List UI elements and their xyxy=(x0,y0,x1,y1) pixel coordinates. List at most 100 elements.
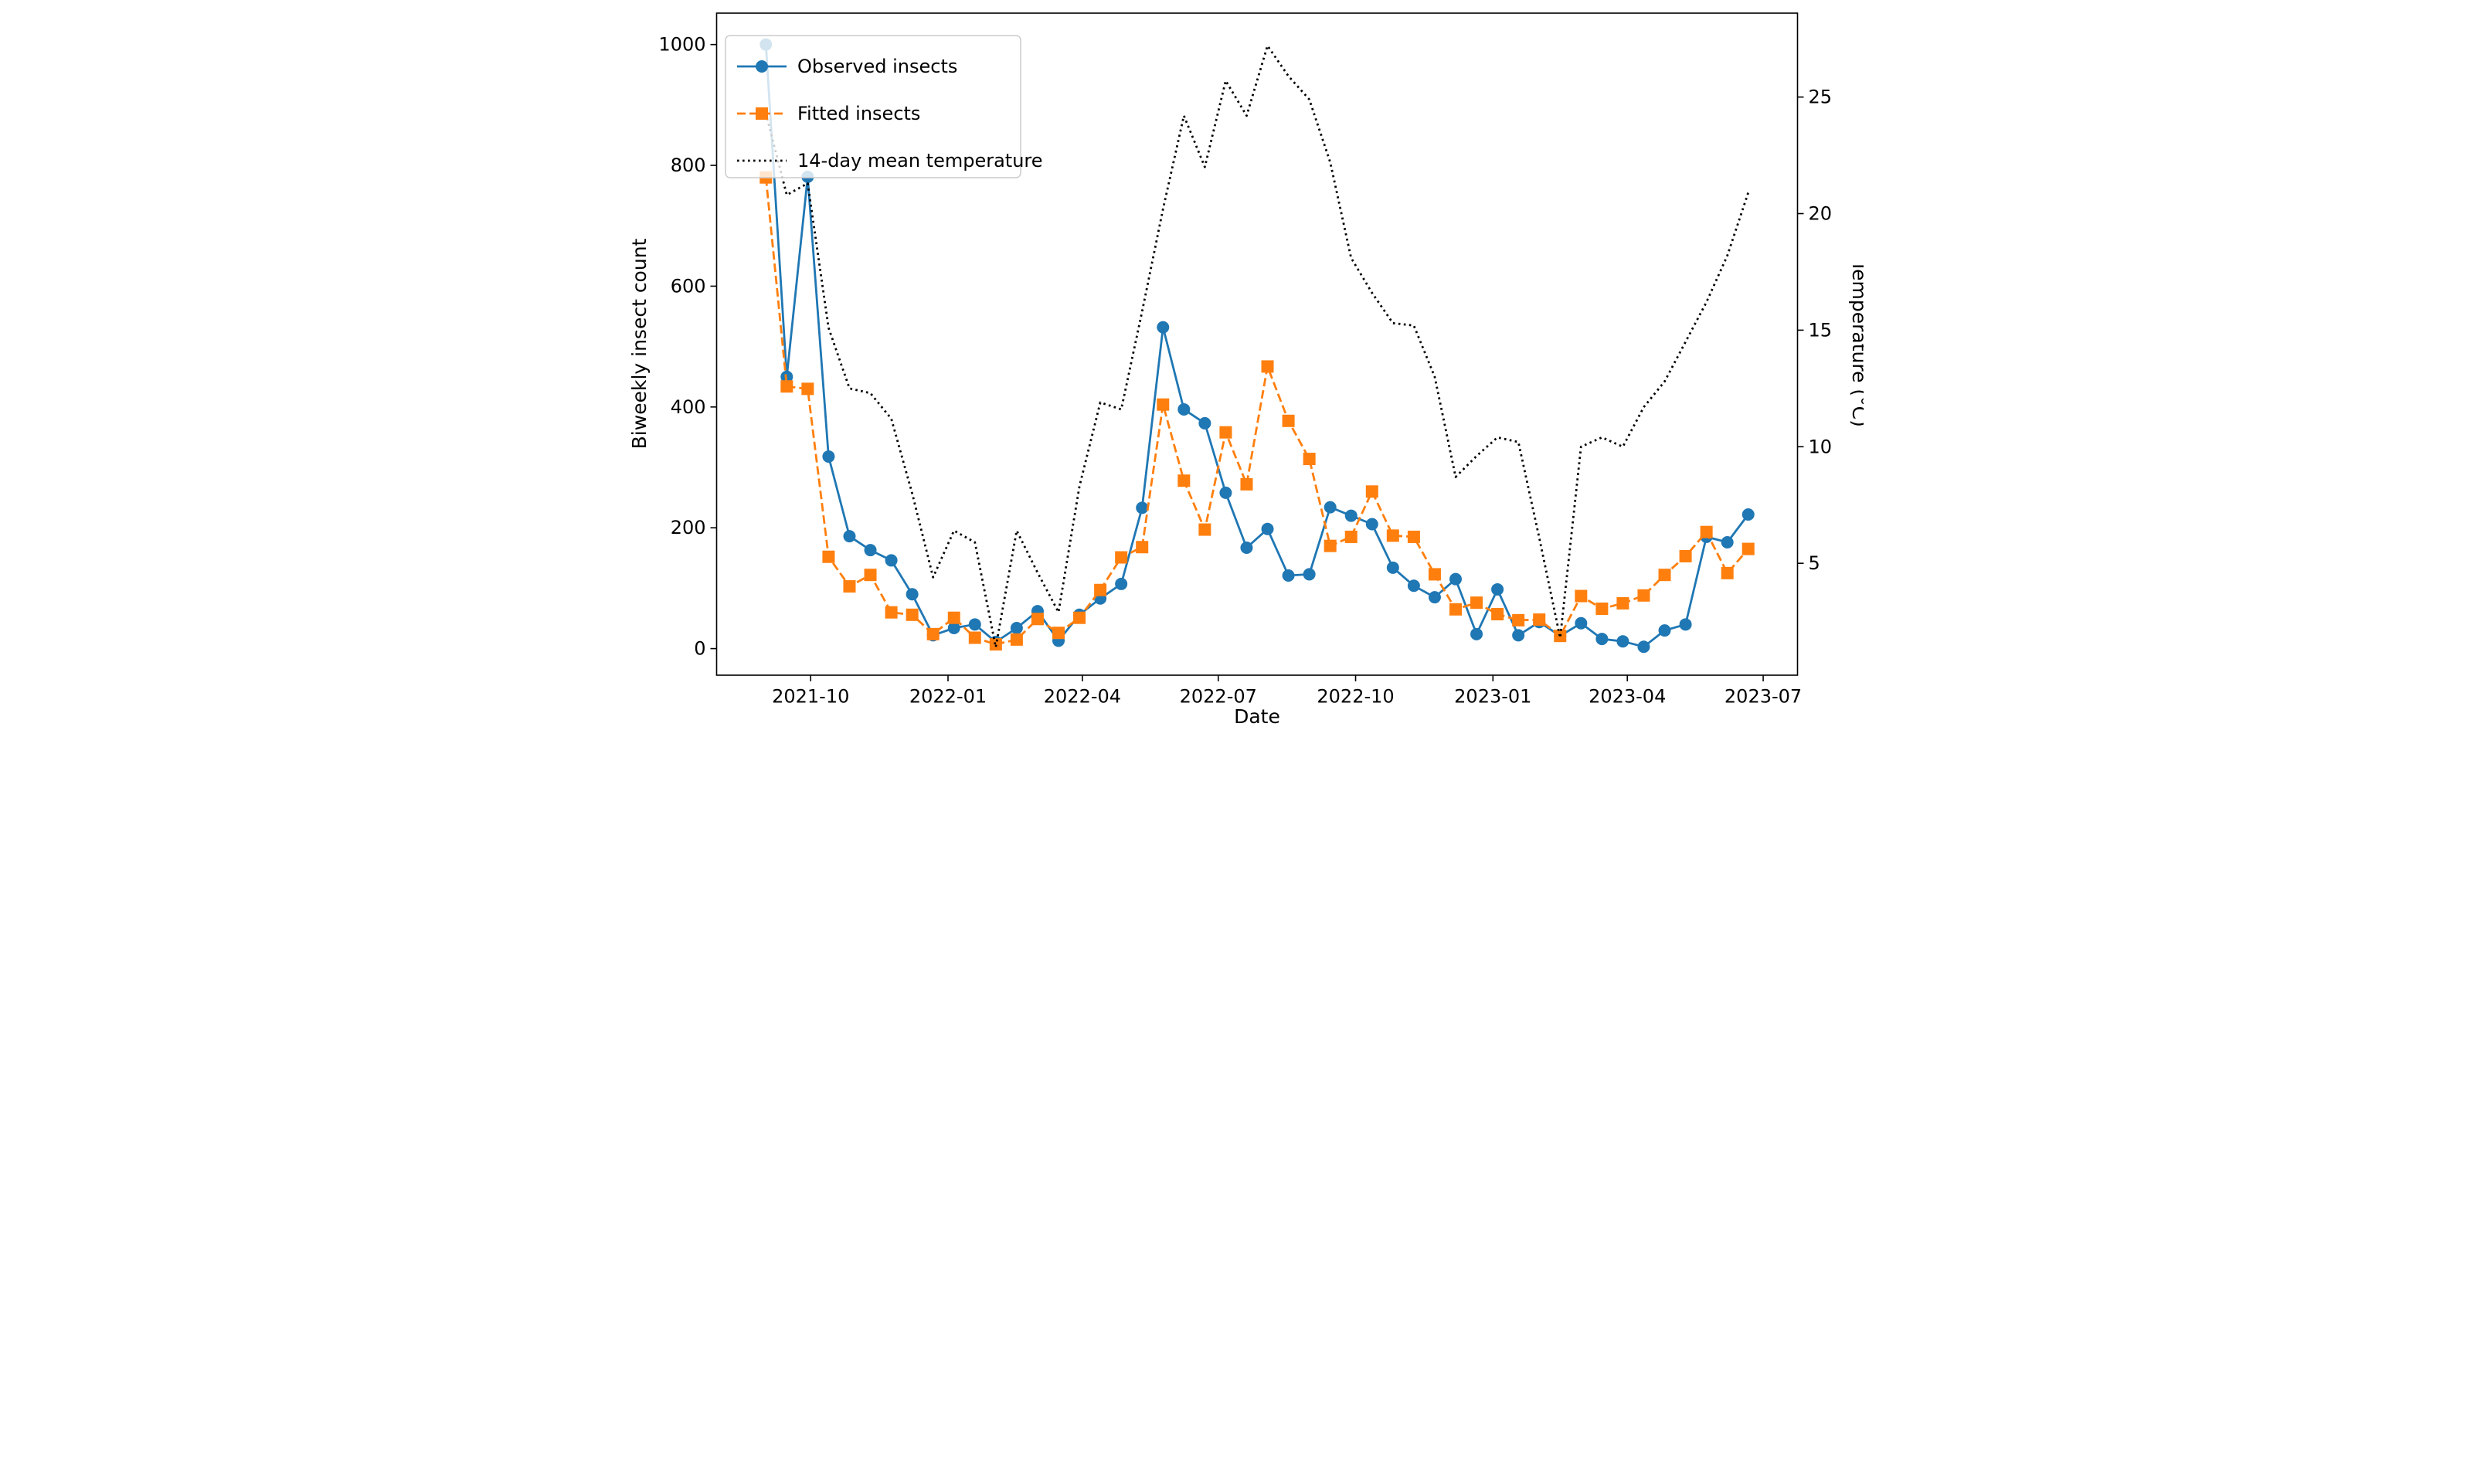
fitted-insects-point xyxy=(989,638,1002,651)
fitted-insects-point xyxy=(1072,611,1086,624)
plot-border xyxy=(715,12,1798,676)
y-tick-left-label: 800 xyxy=(670,155,705,176)
fitted-insects-point xyxy=(1177,474,1190,487)
observed-insects-point xyxy=(1679,618,1692,631)
fitted-insects-point xyxy=(1156,398,1169,411)
fitted-insects-point xyxy=(1511,613,1524,627)
x-axis-label: Date xyxy=(1234,705,1280,728)
fitted-insects-point xyxy=(1261,360,1274,373)
figure: 2021-10 2022-01 2022-04 2022-07 2022-10 2023-… xyxy=(620,0,1871,742)
fitted-insects-point xyxy=(1135,541,1148,554)
fitted-insects-point xyxy=(1093,583,1106,596)
fitted-insects-point xyxy=(926,627,940,640)
y-tick-right-label: 25 xyxy=(1808,87,1832,108)
x-tick-label: 2022-04 xyxy=(1043,686,1120,708)
legend-marker-square xyxy=(755,107,768,120)
observed-insects-point xyxy=(1177,402,1190,416)
insect-temperature-chart: 2021-10 2022-01 2022-04 2022-07 2022-10 2023-… xyxy=(628,12,1871,728)
observed-insects-point xyxy=(821,450,834,463)
fitted-insects-point xyxy=(1700,525,1713,538)
observed-insects-point xyxy=(1636,640,1650,654)
observed-insects-point xyxy=(1365,518,1378,531)
fitted-insects-point xyxy=(1282,414,1295,427)
fitted-insects-point xyxy=(1616,596,1629,610)
observed-insects-point xyxy=(864,544,877,557)
observed-insects-point xyxy=(1010,622,1023,635)
fitted-insects-point xyxy=(1303,453,1316,466)
fitted-insects-point xyxy=(842,580,855,593)
x-tick-label: 2023-01 xyxy=(1454,686,1531,708)
y-tick-left-label: 600 xyxy=(670,275,705,297)
observed-insects-point xyxy=(885,554,898,567)
fitted-insects-point xyxy=(821,550,834,563)
y-axis-right: 5 10 15 20 25 xyxy=(1797,87,1832,574)
y-axis-left: 0 200 400 600 800 1000 xyxy=(658,34,716,660)
legend-label: Fitted insects xyxy=(797,103,920,124)
fitted-insects-point xyxy=(1532,613,1545,627)
fitted-insects-point xyxy=(864,569,877,582)
observed-insects-point xyxy=(1407,579,1420,593)
fitted-insects-line xyxy=(764,177,1749,646)
x-tick-label: 2022-01 xyxy=(909,686,986,708)
fitted-insects-point xyxy=(1052,627,1065,640)
observed-insects-point xyxy=(906,588,919,601)
fitted-insects-point xyxy=(1595,602,1608,615)
y-tick-left-label: 200 xyxy=(670,517,705,538)
observed-insects-point xyxy=(1261,522,1274,535)
observed-insects-point xyxy=(1574,616,1587,630)
fitted-insects-point xyxy=(1658,569,1671,582)
observed-insects-point xyxy=(1721,535,1734,548)
y-tick-left-label: 400 xyxy=(670,396,705,418)
fitted-insects-point xyxy=(1114,551,1127,564)
fitted-insects-point xyxy=(885,606,898,619)
y-tick-left-label: 1000 xyxy=(658,34,705,56)
fitted-insects-point xyxy=(1031,613,1044,626)
y-tick-right-label: 10 xyxy=(1808,436,1832,457)
observed-insects-point xyxy=(1428,591,1441,604)
observed-insects-point xyxy=(1470,627,1483,640)
fitted-insects-point xyxy=(1324,539,1337,552)
x-tick-label: 2023-07 xyxy=(1724,686,1801,708)
fitted-insects-point xyxy=(1428,568,1441,581)
fitted-insects-point xyxy=(906,608,919,621)
y-axis-left-label: Biweekly insect count xyxy=(628,238,651,449)
fitted-insects-point xyxy=(1218,426,1232,439)
legend-box xyxy=(724,35,1021,178)
observed-insects-point xyxy=(1449,572,1462,586)
y-tick-left-label: 0 xyxy=(694,638,705,660)
observed-insects-point xyxy=(1114,577,1127,590)
fitted-insects-point xyxy=(1198,523,1211,536)
fitted-insects-point xyxy=(1721,566,1734,579)
fitted-insects-point xyxy=(1449,603,1462,616)
observed-insects-point xyxy=(1344,509,1358,522)
x-tick-label: 2021-10 xyxy=(772,686,849,708)
fitted-insects-point xyxy=(800,382,814,396)
fitted-insects-series xyxy=(759,171,1755,651)
x-axis: 2021-10 2022-01 2022-04 2022-07 2022-10 2023-… xyxy=(772,675,1802,708)
y-tick-right-label: 15 xyxy=(1808,319,1832,341)
observed-insects-point xyxy=(1324,501,1337,514)
observed-insects-point xyxy=(1198,416,1211,430)
observed-insects-point xyxy=(1282,569,1295,582)
legend-label: Observed insects xyxy=(797,56,957,77)
observed-insects-point xyxy=(947,622,960,635)
fitted-insects-point xyxy=(1239,477,1252,491)
fitted-insects-point xyxy=(1679,549,1692,562)
fitted-insects-point xyxy=(1742,542,1755,555)
y-axis-right-label: Temperature (°C) xyxy=(1848,260,1864,427)
fitted-insects-point xyxy=(780,380,793,393)
observed-insects-point xyxy=(1490,582,1504,596)
fitted-insects-point xyxy=(947,611,960,624)
observed-insects-point xyxy=(842,530,855,543)
observed-insects-point xyxy=(1742,508,1755,521)
x-tick-label: 2022-07 xyxy=(1179,686,1256,708)
legend: Observed insects Fitted insects 14-day mea… xyxy=(724,35,1043,178)
fitted-insects-point xyxy=(1490,608,1504,621)
fitted-insects-point xyxy=(1636,589,1650,602)
x-tick-label: 2023-04 xyxy=(1589,686,1666,708)
observed-insects-point xyxy=(1303,568,1316,581)
observed-insects-point xyxy=(1595,633,1608,646)
fitted-insects-point xyxy=(1010,633,1023,646)
legend-label: 14-day mean temperature xyxy=(797,150,1043,171)
observed-insects-point xyxy=(968,618,981,631)
